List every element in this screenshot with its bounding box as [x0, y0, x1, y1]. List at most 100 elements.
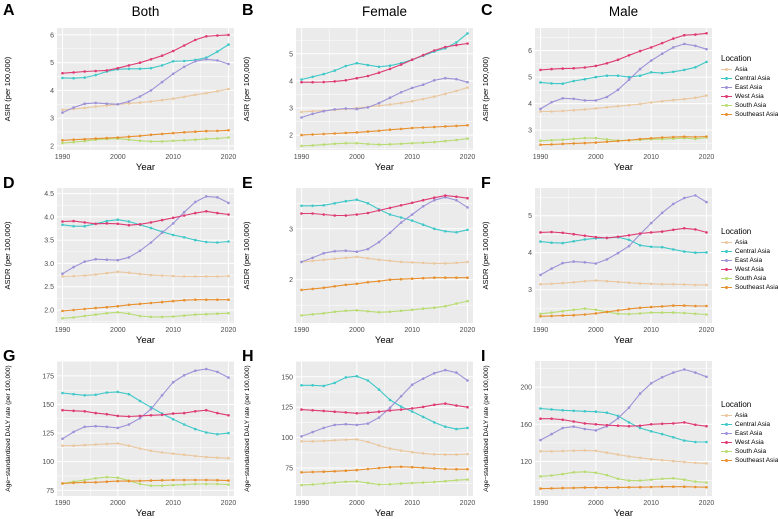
- series-central-asia: [539, 407, 708, 444]
- series-southeast-asia: [539, 485, 708, 490]
- svg-text:2010: 2010: [643, 154, 659, 161]
- axis-tick-labels: 3 4 5 6 1990 2000 2010 2020: [528, 48, 714, 161]
- svg-text:2000: 2000: [349, 500, 365, 507]
- series-swatch-icon: [721, 77, 732, 80]
- x-axis-label: Year: [375, 508, 394, 519]
- svg-text:125: 125: [281, 405, 293, 412]
- svg-text:2020: 2020: [460, 500, 476, 507]
- series-swatch-icon: [721, 86, 732, 89]
- svg-text:5: 5: [50, 60, 54, 67]
- legend-item: Central Asia: [721, 248, 778, 256]
- axis-tick-labels: 120 160 200 1990 2000 2010 2020: [520, 385, 714, 507]
- svg-text:2010: 2010: [643, 327, 659, 334]
- series-asia: [539, 94, 708, 113]
- series-swatch-icon: [721, 450, 732, 453]
- series-south-asia: [539, 307, 708, 316]
- panel-letter-C: C: [481, 2, 493, 19]
- gridlines: [57, 188, 234, 323]
- svg-text:3: 3: [50, 116, 54, 123]
- svg-text:120: 120: [520, 459, 532, 466]
- x-axis-label: Year: [375, 162, 394, 173]
- axis-tick-labels: 3 4 5 1990 2000 2010 2020: [528, 213, 714, 334]
- svg-text:3.0: 3.0: [44, 261, 54, 268]
- series-east-asia: [61, 58, 230, 114]
- series-east-asia: [539, 368, 708, 442]
- gridlines: [296, 361, 473, 496]
- panel-letter-D: D: [3, 175, 15, 192]
- legend-title: Location: [721, 53, 752, 63]
- y-axis-label: ASIR (per 100,000): [3, 56, 12, 121]
- svg-text:3: 3: [289, 226, 293, 233]
- legend-row-3: Location Asia Central Asia East Asia Wes…: [717, 346, 778, 519]
- series-southeast-asia: [61, 129, 230, 142]
- svg-text:3.5: 3.5: [44, 238, 54, 245]
- panel-plot-B: 2 3 4 5 1990 2000 2010 2020 Year ASIR (per 100,00…: [242, 2, 475, 173]
- column-title-male: Male: [609, 4, 638, 19]
- series-east-asia: [300, 368, 469, 438]
- y-axis-label: ASDR (per 100,000): [242, 221, 251, 289]
- series-swatch-icon: [721, 441, 732, 444]
- y-axis-label: ASIR (per 100,000): [242, 56, 251, 121]
- column-title-female: Female: [362, 4, 407, 19]
- svg-text:2: 2: [50, 143, 54, 150]
- series-asia: [61, 442, 230, 460]
- series-east-asia: [61, 195, 230, 275]
- svg-text:75: 75: [285, 466, 293, 473]
- panel-plot-F: 3 4 5 1990 2000 2010 2020 Year ASDR (per 100,000…: [481, 175, 714, 346]
- panel-plot-I: 120 160 200 1990 2000 2010 2020 Year Age−standar…: [481, 348, 714, 519]
- panel-A: 2 3 4 5 6 1990 2000 2010 2020 Year ASIR (per 100,0…: [0, 0, 239, 173]
- panel-letter-A: A: [3, 2, 15, 19]
- series-asia: [300, 255, 469, 265]
- gridlines: [535, 188, 712, 323]
- axis-tick-labels: 75 100 125 150 1990 2000 2010 2020: [281, 374, 475, 507]
- svg-text:100: 100: [42, 459, 54, 466]
- x-axis-label: Year: [136, 335, 155, 346]
- legend-item: East Asia: [721, 84, 778, 92]
- location-legend: Location Asia Central Asia East Asia Wes…: [717, 400, 778, 466]
- svg-text:6: 6: [528, 48, 532, 55]
- svg-text:2000: 2000: [349, 154, 365, 161]
- series-east-asia: [300, 76, 469, 119]
- series-south-asia: [300, 137, 469, 148]
- series-swatch-icon: [721, 277, 732, 280]
- svg-text:1990: 1990: [294, 500, 310, 507]
- x-axis-label: Year: [136, 162, 155, 173]
- series-swatch-icon: [721, 268, 732, 271]
- panel-E: 2 3 1990 2000 2010 2020 Year ASDR (per 100,000)…: [239, 173, 478, 346]
- series-asia: [539, 449, 708, 465]
- series-swatch-icon: [721, 104, 732, 107]
- svg-text:3: 3: [289, 105, 293, 112]
- location-legend: Location Asia Central Asia East Asia Wes…: [717, 54, 778, 120]
- svg-text:2020: 2020: [699, 154, 715, 161]
- legend-item: South Asia: [721, 448, 778, 456]
- svg-text:5: 5: [528, 213, 532, 220]
- panel-D: 2.0 2.5 3.0 3.5 4.0 4.5 1990 2000 2010 2020 Year AS…: [0, 173, 239, 346]
- svg-text:2020: 2020: [699, 500, 715, 507]
- svg-text:2020: 2020: [221, 154, 237, 161]
- svg-text:2000: 2000: [588, 327, 604, 334]
- legend-item: Southeast Asia: [721, 111, 778, 119]
- series-west-asia: [539, 32, 708, 72]
- series-southeast-asia: [300, 124, 469, 137]
- legend-title: Location: [721, 399, 752, 409]
- y-axis-label: Age−standardized DALY rate (per 100,000): [244, 365, 251, 491]
- series-swatch-icon: [721, 423, 732, 426]
- panel-letter-B: B: [242, 2, 254, 19]
- series-central-asia: [61, 43, 230, 80]
- svg-text:4: 4: [289, 78, 293, 85]
- svg-text:160: 160: [520, 422, 532, 429]
- gridlines: [57, 361, 234, 496]
- y-axis-label: Age−standardized DALY rate (per 100,000): [483, 365, 490, 491]
- series-west-asia: [61, 408, 230, 418]
- panel-letter-E: E: [242, 175, 253, 192]
- y-axis-label: Age−standardized DALY rate (per 100,000): [5, 365, 12, 491]
- panel-plot-G: 75 100 125 150 175 1990 2000 2010 2020 Year Age−st…: [3, 348, 236, 519]
- series-swatch-icon: [721, 414, 732, 417]
- panel-letter-F: F: [481, 175, 491, 192]
- series-asia: [61, 270, 230, 278]
- series-south-asia: [300, 478, 469, 487]
- series-southeast-asia: [61, 478, 230, 485]
- svg-text:150: 150: [281, 374, 293, 381]
